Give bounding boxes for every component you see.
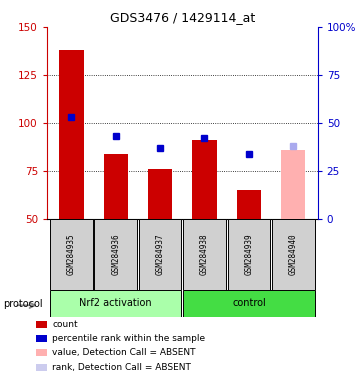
Bar xyxy=(192,140,217,219)
Bar xyxy=(148,169,172,219)
Title: GDS3476 / 1429114_at: GDS3476 / 1429114_at xyxy=(110,11,255,24)
Bar xyxy=(237,190,261,219)
Bar xyxy=(183,219,226,290)
Text: GSM284935: GSM284935 xyxy=(67,233,76,275)
Bar xyxy=(281,150,305,219)
Text: rank, Detection Call = ABSENT: rank, Detection Call = ABSENT xyxy=(52,362,191,372)
Text: count: count xyxy=(52,320,78,329)
Text: GSM284936: GSM284936 xyxy=(111,233,120,275)
Bar xyxy=(50,290,182,317)
Text: GSM284939: GSM284939 xyxy=(244,233,253,275)
Text: percentile rank within the sample: percentile rank within the sample xyxy=(52,334,205,343)
Text: control: control xyxy=(232,298,266,308)
Bar xyxy=(227,219,270,290)
Text: Nrf2 activation: Nrf2 activation xyxy=(79,298,152,308)
Bar xyxy=(104,154,128,219)
Bar xyxy=(95,219,137,290)
Text: value, Detection Call = ABSENT: value, Detection Call = ABSENT xyxy=(52,348,196,358)
Text: GSM284940: GSM284940 xyxy=(289,233,298,275)
Bar xyxy=(272,219,314,290)
Bar xyxy=(139,219,182,290)
Bar xyxy=(50,219,93,290)
Text: protocol: protocol xyxy=(4,299,43,309)
Bar xyxy=(183,290,314,317)
Text: GSM284938: GSM284938 xyxy=(200,233,209,275)
Bar xyxy=(59,50,83,219)
Text: GSM284937: GSM284937 xyxy=(156,233,165,275)
